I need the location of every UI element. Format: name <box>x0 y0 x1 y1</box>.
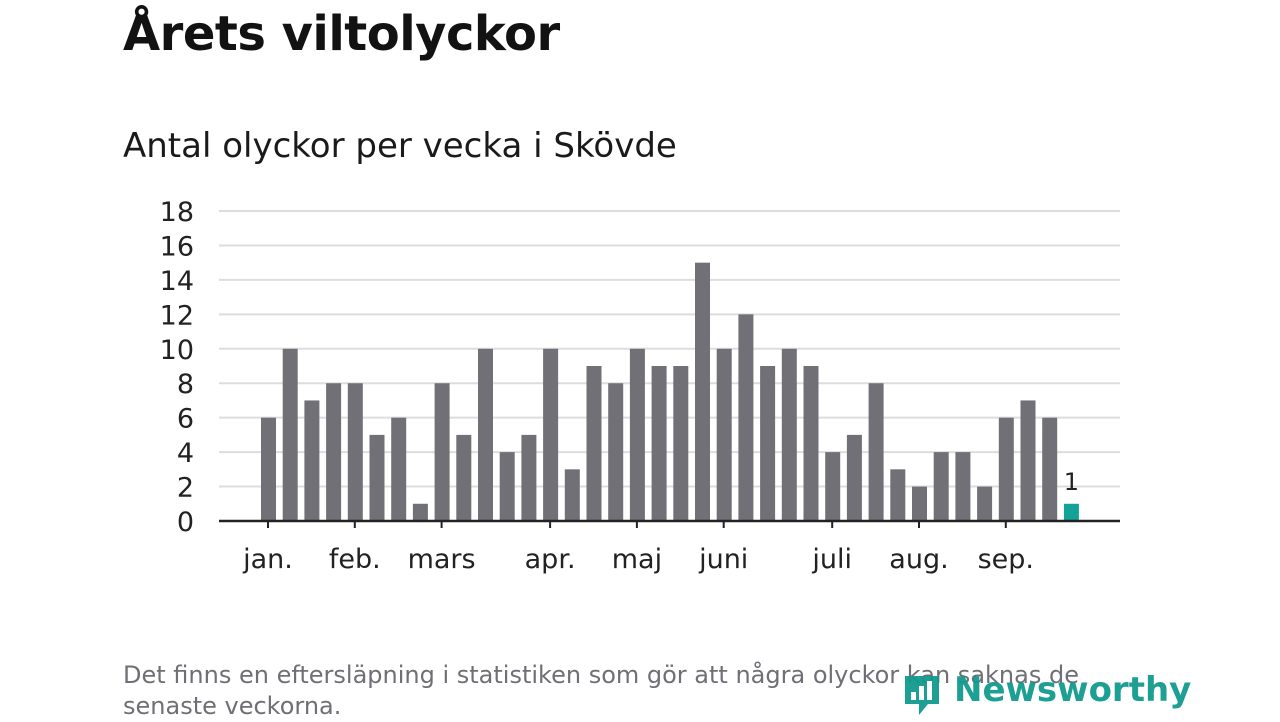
bar <box>651 366 667 521</box>
bars <box>261 262 1079 521</box>
bar <box>412 503 428 521</box>
bar <box>912 486 927 521</box>
bar <box>760 366 776 521</box>
bar <box>846 434 862 521</box>
x-tick-label: juni <box>698 544 748 575</box>
y-tick-label: 4 <box>177 438 194 469</box>
x-tick-label: apr. <box>525 544 576 575</box>
page-title: Årets viltolyckor <box>123 6 560 62</box>
chart-subtitle: Antal olyckor per vecka i Skövde <box>123 126 677 166</box>
x-tick-label: aug. <box>889 544 948 575</box>
bar <box>347 383 363 521</box>
y-tick-label: 10 <box>160 335 194 366</box>
bar <box>868 383 884 521</box>
bar <box>304 400 320 521</box>
x-tick-label: sep. <box>978 544 1034 575</box>
bar <box>543 348 559 521</box>
bar <box>282 348 298 521</box>
bar <box>586 366 602 521</box>
bar <box>955 452 971 521</box>
bar <box>673 366 689 521</box>
bar <box>890 469 906 521</box>
bar <box>977 486 993 521</box>
bar <box>803 366 819 521</box>
bar <box>1020 400 1036 521</box>
bar <box>564 469 580 521</box>
bar <box>608 383 624 521</box>
y-tick-label: 0 <box>177 507 194 538</box>
bar <box>434 383 450 521</box>
data-label: 1 <box>1064 468 1079 496</box>
y-tick-label: 12 <box>160 300 194 331</box>
bar <box>521 434 537 521</box>
x-tick-label: feb. <box>329 544 381 575</box>
y-tick-label: 2 <box>177 473 194 504</box>
y-tick-label: 8 <box>177 369 194 400</box>
bar-highlight <box>1063 503 1079 521</box>
bar <box>998 417 1014 521</box>
bar <box>716 348 732 521</box>
x-tick-label: maj <box>612 544 662 575</box>
bar <box>478 348 493 521</box>
x-tick-label: juli <box>811 544 852 575</box>
x-axis-ticks: jan. feb. mars apr. maj juni juli aug. sep. <box>242 521 1034 575</box>
bar <box>825 452 841 521</box>
bar <box>499 452 515 521</box>
bar <box>629 348 645 521</box>
grid-lines <box>219 210 1120 488</box>
bar <box>933 452 949 521</box>
bar <box>391 417 407 521</box>
data-labels: 1 <box>1064 468 1079 496</box>
bar <box>1042 417 1058 521</box>
bar <box>695 262 710 521</box>
y-tick-label: 6 <box>177 404 194 435</box>
x-tick-label: jan. <box>242 544 293 575</box>
y-tick-label: 18 <box>160 197 194 228</box>
bar <box>261 417 276 521</box>
newsworthy-logo[interactable]: Newsworthy <box>902 668 1191 720</box>
bar <box>781 348 797 521</box>
x-tick-label: mars <box>408 544 476 575</box>
y-tick-label: 16 <box>160 231 194 262</box>
newsworthy-logo-text: Newsworthy <box>954 670 1192 710</box>
bar <box>738 314 754 521</box>
footnote: Det finns en eftersläpning i statistiken… <box>123 661 1079 720</box>
bar <box>326 383 342 521</box>
bar <box>369 434 385 521</box>
bar <box>456 434 472 521</box>
newsworthy-logo-icon <box>905 676 939 715</box>
y-tick-label: 14 <box>160 266 194 297</box>
